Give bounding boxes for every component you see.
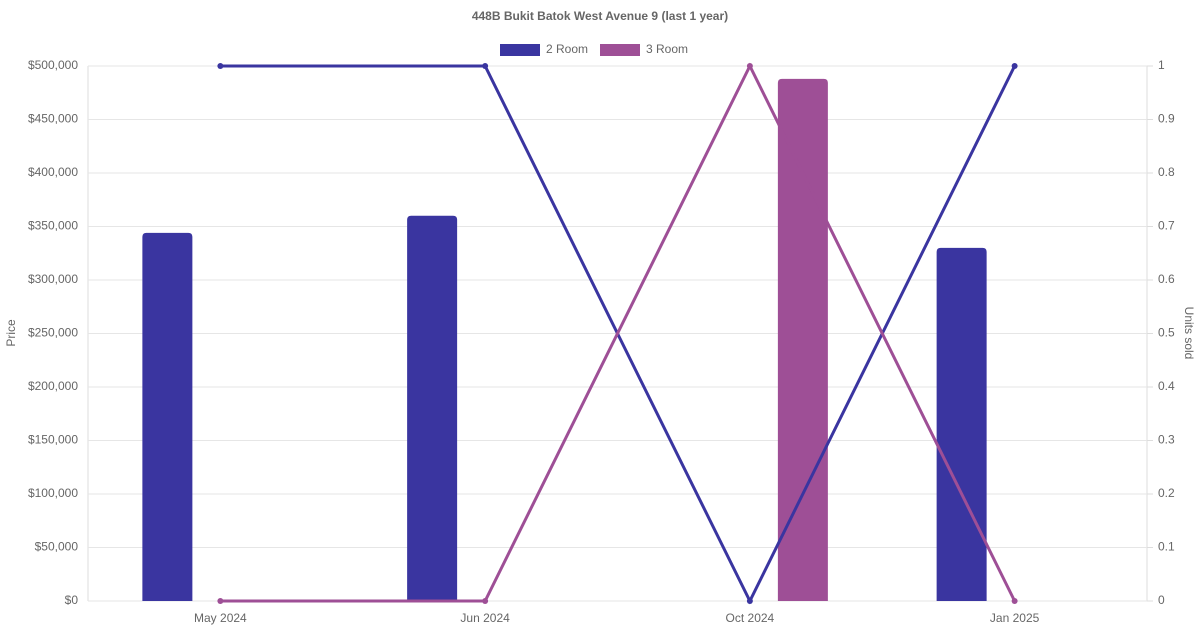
x-tick-label: Jun 2024 xyxy=(460,611,510,625)
y2-axis-label: Units sold xyxy=(1182,307,1196,360)
line-point xyxy=(1011,598,1018,604)
y2-tick-label: 0.2 xyxy=(1158,486,1175,500)
y-tick-label: $500,000 xyxy=(28,58,78,72)
y2-tick-label: 0.9 xyxy=(1158,112,1175,126)
bar xyxy=(777,78,828,602)
line-point xyxy=(1011,63,1018,69)
bar xyxy=(936,247,987,601)
bar xyxy=(142,232,193,602)
y-tick-label: $100,000 xyxy=(28,486,78,500)
y2-tick-label: 0.7 xyxy=(1158,219,1175,233)
y2-tick-label: 0.5 xyxy=(1158,326,1175,340)
x-tick-label: Oct 2024 xyxy=(726,611,775,625)
y-tick-label: $350,000 xyxy=(28,219,78,233)
y2-tick-label: 0.6 xyxy=(1158,272,1175,286)
y-tick-label: $450,000 xyxy=(28,112,78,126)
y-tick-label: $0 xyxy=(65,593,79,607)
x-tick-label: May 2024 xyxy=(194,611,247,625)
chart-title: 448B Bukit Batok West Avenue 9 (last 1 y… xyxy=(472,9,728,23)
bar xyxy=(407,215,458,602)
y-tick-label: $200,000 xyxy=(28,379,78,393)
y2-tick-label: 0.4 xyxy=(1158,379,1175,393)
y-tick-label: $50,000 xyxy=(35,540,79,554)
line-point xyxy=(746,598,753,604)
line-point xyxy=(482,63,489,69)
line-point xyxy=(217,63,224,69)
y-tick-label: $400,000 xyxy=(28,165,78,179)
legend-label: 3 Room xyxy=(646,42,688,56)
y2-tick-label: 0 xyxy=(1158,593,1165,607)
x-tick-label: Jan 2025 xyxy=(990,611,1040,625)
y2-tick-label: 1 xyxy=(1158,58,1165,72)
y-tick-label: $250,000 xyxy=(28,326,78,340)
y2-tick-label: 0.8 xyxy=(1158,165,1175,179)
y2-tick-label: 0.3 xyxy=(1158,433,1175,447)
line-point xyxy=(746,63,753,69)
line-point xyxy=(217,598,224,604)
line-point xyxy=(482,598,489,604)
y-tick-label: $150,000 xyxy=(28,433,78,447)
legend-swatch xyxy=(500,44,540,56)
legend-label: 2 Room xyxy=(546,42,588,56)
y-tick-label: $300,000 xyxy=(28,272,78,286)
line xyxy=(220,62,1016,603)
legend-swatch xyxy=(600,44,640,56)
y2-tick-label: 0.1 xyxy=(1158,540,1175,554)
y-axis-label: Price xyxy=(4,319,18,347)
